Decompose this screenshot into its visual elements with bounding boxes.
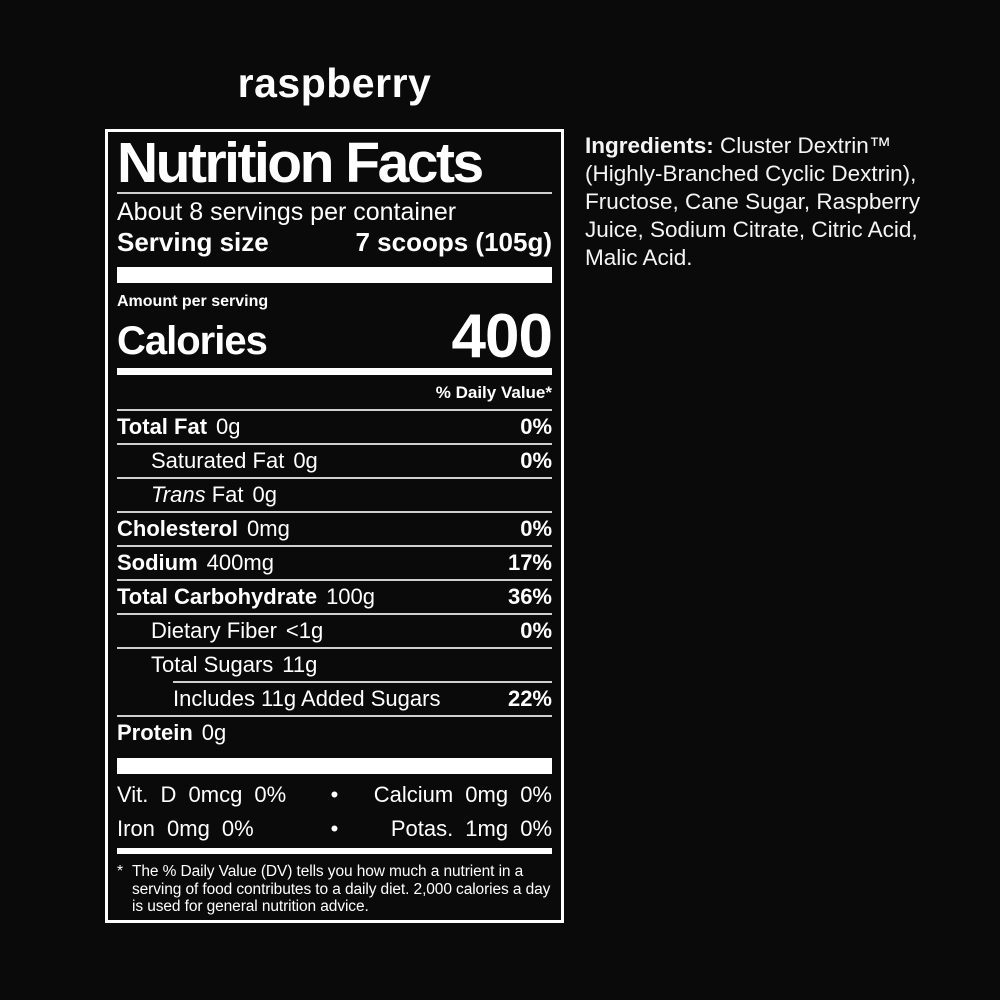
nutrient-amount: 0g: [201, 720, 227, 745]
nutrient-row-sodium: Sodium 400mg 17%: [117, 547, 552, 581]
nutrient-amount: 11g: [282, 652, 318, 677]
bullet-separator: •: [330, 782, 339, 807]
footnote: * The % Daily Value (DV) tells you how m…: [117, 863, 552, 916]
footnote-marker: *: [117, 863, 123, 880]
nutrient-name-italic: Trans: [151, 482, 206, 507]
micronutrient-left: Vit. D 0mcg 0%: [117, 782, 287, 807]
micronutrient-row: Vit. D 0mcg 0% • Calcium 0mg 0%: [117, 778, 552, 812]
nutrient-amount: 400mg: [206, 550, 274, 575]
nutrient-name: Fat: [211, 482, 244, 507]
separator-bar-medium: [117, 368, 552, 375]
nutrient-amount: 0g: [293, 448, 318, 473]
nutrition-facts-label: Nutrition Facts About 8 servings per con…: [105, 129, 564, 923]
nutrient-daily-value: 0%: [520, 516, 552, 541]
nutrient-row-trans-fat: Trans Fat 0g: [117, 479, 552, 513]
nutrient-row-dietary-fiber: Dietary Fiber <1g 0%: [117, 615, 552, 649]
nutrient-amount: 0mg: [247, 516, 290, 541]
nutrient-name: Total Sugars: [151, 652, 274, 677]
nutrient-row-saturated-fat: Saturated Fat 0g 0%: [117, 445, 552, 479]
indented-divider: [173, 681, 552, 683]
nutrient-name: Sodium: [117, 550, 198, 575]
nutrient-row-total-carbohydrate: Total Carbohydrate 100g 36%: [117, 581, 552, 615]
micronutrient-row: Iron 0mg 0% • Potas. 1mg 0%: [117, 812, 552, 846]
separator-bar-thick: [117, 758, 552, 774]
title-divider: [117, 192, 552, 194]
nutrient-name: Dietary Fiber: [151, 618, 277, 643]
nutrient-amount: 100g: [326, 584, 376, 609]
nutrient-daily-value: 22%: [507, 686, 552, 711]
serving-size-value: 7 scoops (105g): [355, 227, 552, 257]
nutrient-daily-value: 0%: [520, 618, 552, 643]
nutrient-name: Cholesterol: [117, 516, 239, 541]
nutrient-daily-value: 0%: [520, 414, 552, 439]
nutrient-row-protein: Protein 0g: [117, 717, 552, 749]
micronutrient-right: Calcium 0mg 0%: [373, 782, 552, 807]
nutrient-row-total-fat: Total Fat 0g 0%: [117, 411, 552, 445]
serving-size-label: Serving size: [117, 227, 269, 257]
nutrient-amount: 0g: [216, 414, 241, 439]
micronutrient-left: Iron 0mg 0%: [117, 816, 254, 841]
ingredients-label: Ingredients:: [585, 133, 714, 158]
separator-bar-medium: [117, 848, 552, 854]
calories-label: Calories: [117, 319, 268, 363]
nutrient-amount: 0g: [252, 482, 278, 507]
serving-size-row: Serving size 7 scoops (105g): [117, 227, 552, 258]
bullet-separator: •: [330, 816, 339, 841]
nutrient-name: Saturated Fat: [151, 448, 285, 473]
calories-row: Calories 400: [117, 302, 553, 371]
micronutrients-section: Vit. D 0mcg 0% • Calcium 0mg 0% Iron 0mg…: [117, 778, 552, 846]
daily-value-header: % Daily Value*: [117, 375, 552, 411]
amount-per-serving-label: Amount per serving: [117, 293, 269, 310]
nutrient-amount: <1g: [285, 618, 324, 643]
nutrient-daily-value: 36%: [507, 584, 552, 609]
nutrient-daily-value: 17%: [507, 550, 552, 575]
flavor-title: raspberry: [237, 60, 432, 106]
nutrient-row-total-sugars: Total Sugars 11g: [117, 649, 552, 681]
nutrient-name: Includes 11g Added Sugars: [173, 686, 441, 711]
nutrient-name: Total Carbohydrate: [117, 584, 318, 609]
calories-value: 400: [451, 302, 553, 371]
nutrition-facts-title: Nutrition Facts: [117, 131, 484, 195]
ingredients-block: Ingredients: Cluster Dextrin™ (Highly-Br…: [585, 132, 935, 272]
nutrient-daily-value: 0%: [520, 448, 552, 473]
separator-bar-thick: [117, 267, 552, 283]
nutrient-row-cholesterol: Cholesterol 0mg 0%: [117, 513, 552, 547]
nutrient-name: Protein: [117, 720, 193, 745]
ingredients-text: Cluster Dextrin™ (Highly-Branched Cyclic…: [585, 133, 921, 270]
nutrient-row-added-sugars: Includes 11g Added Sugars 22%: [117, 683, 552, 717]
footnote-text: The % Daily Value (DV) tells you how muc…: [132, 863, 551, 915]
nutrient-name: Total Fat: [117, 414, 208, 439]
micronutrient-right: Potas. 1mg 0%: [390, 816, 552, 841]
servings-per-container: About 8 servings per container: [117, 198, 457, 226]
